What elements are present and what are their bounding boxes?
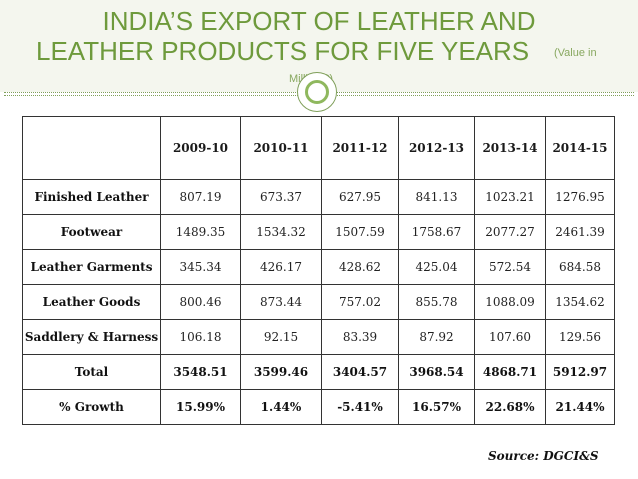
table-cell: 757.02 (321, 284, 399, 320)
source-note: Source: DGCI&S (488, 449, 599, 463)
table-cell: 3599.46 (240, 354, 322, 390)
table-cell: 426.17 (240, 249, 322, 285)
table-row: Footwear 1489.35 1534.32 1507.59 1758.67… (22, 214, 615, 250)
title-line-1: INDIA’S EXPORT OF LEATHER AND (102, 6, 536, 36)
table-cell: -5.41% (321, 389, 399, 425)
export-table: 2009-10 2010-11 2011-12 2012-13 2013-14 … (22, 116, 615, 425)
table-cell: 106.18 (160, 319, 241, 355)
row-label: % Growth (22, 389, 161, 425)
table-cell: 22.68% (474, 389, 546, 425)
table-cell: 425.04 (398, 249, 475, 285)
table-cell: 873.44 (240, 284, 322, 320)
column-header: 2009-10 (160, 116, 241, 180)
table-cell: 1758.67 (398, 214, 475, 250)
table-cell: 21.44% (545, 389, 615, 425)
table-cell: 3548.51 (160, 354, 241, 390)
table-cell: 5912.97 (545, 354, 615, 390)
table-cell: 4868.71 (474, 354, 546, 390)
table-cell: 1088.09 (474, 284, 546, 320)
circle-ornament-ring (305, 80, 329, 104)
table-cell: 841.13 (398, 179, 475, 215)
table-cell: 1507.59 (321, 214, 399, 250)
table-cell: 1489.35 (160, 214, 241, 250)
table-cell: 129.56 (545, 319, 615, 355)
table-row: Finished Leather 807.19 673.37 627.95 84… (22, 179, 615, 215)
table-cell: 16.57% (398, 389, 475, 425)
table-cell: 855.78 (398, 284, 475, 320)
table-cell: 627.95 (321, 179, 399, 215)
table-cell: 1.44% (240, 389, 322, 425)
table-row-total: Total 3548.51 3599.46 3404.57 3968.54 48… (22, 354, 615, 390)
circle-ornament-icon (297, 72, 337, 112)
table-cell: 92.15 (240, 319, 322, 355)
table-cell: 428.62 (321, 249, 399, 285)
table-row: Leather Goods 800.46 873.44 757.02 855.7… (22, 284, 615, 320)
table-cell: 1276.95 (545, 179, 615, 215)
row-label: Leather Goods (22, 284, 161, 320)
table-header-row: 2009-10 2010-11 2011-12 2012-13 2013-14 … (22, 116, 615, 180)
table-cell: 83.39 (321, 319, 399, 355)
table-cell: 572.54 (474, 249, 546, 285)
unit-note-part1: (Value in (554, 47, 597, 59)
table-cell: 15.99% (160, 389, 241, 425)
row-label: Saddlery & Harness (22, 319, 161, 355)
table-cell: 87.92 (398, 319, 475, 355)
table-cell: 1534.32 (240, 214, 322, 250)
table-cell: 107.60 (474, 319, 546, 355)
column-header: 2013-14 (474, 116, 546, 180)
table-row: Leather Garments 345.34 426.17 428.62 42… (22, 249, 615, 285)
row-label: Footwear (22, 214, 161, 250)
column-header: 2011-12 (321, 116, 399, 180)
column-header: 2012-13 (398, 116, 475, 180)
column-header: 2014-15 (545, 116, 615, 180)
table-row-growth: % Growth 15.99% 1.44% -5.41% 16.57% 22.6… (22, 389, 615, 425)
row-label: Total (22, 354, 161, 390)
table-corner-cell (22, 116, 161, 180)
row-label: Leather Garments (22, 249, 161, 285)
table-cell: 684.58 (545, 249, 615, 285)
table-cell: 1354.62 (545, 284, 615, 320)
table-cell: 2461.39 (545, 214, 615, 250)
row-label: Finished Leather (22, 179, 161, 215)
table-cell: 807.19 (160, 179, 241, 215)
table-cell: 345.34 (160, 249, 241, 285)
table-row: Saddlery & Harness 106.18 92.15 83.39 87… (22, 319, 615, 355)
table-cell: 3968.54 (398, 354, 475, 390)
title-line-2: LEATHER PRODUCTS FOR FIVE YEARS (36, 36, 530, 66)
table-cell: 1023.21 (474, 179, 546, 215)
table-cell: 800.46 (160, 284, 241, 320)
table-cell: 2077.27 (474, 214, 546, 250)
table-cell: 673.37 (240, 179, 322, 215)
table-cell: 3404.57 (321, 354, 399, 390)
column-header: 2010-11 (240, 116, 322, 180)
